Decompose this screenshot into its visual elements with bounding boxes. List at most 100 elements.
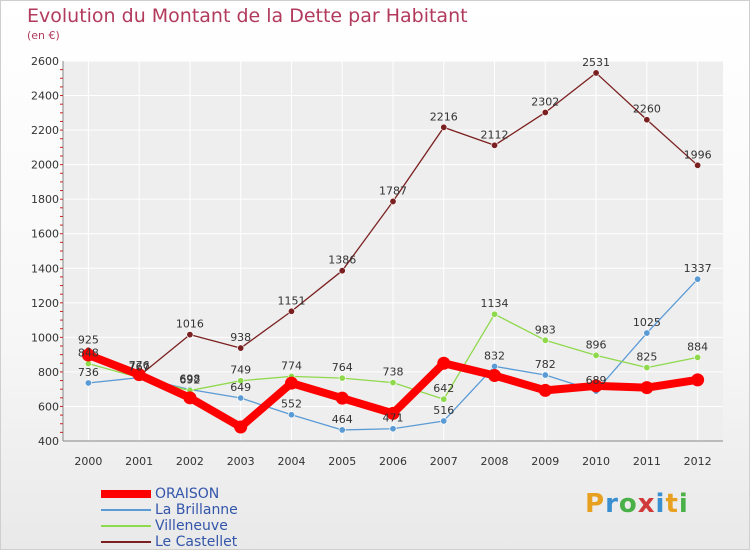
data-label: 938 [230,331,251,344]
data-point [81,348,95,362]
x-tick-label: 2003 [227,455,255,468]
data-label: 749 [230,364,251,377]
x-tick-label: 2007 [430,455,458,468]
x-tick-label: 2009 [531,455,559,468]
data-label: 1025 [633,316,661,329]
data-point [440,395,448,403]
y-tick-label: 1200 [31,297,59,310]
x-tick-label: 2004 [277,455,305,468]
data-point [183,391,197,405]
data-point [338,426,346,434]
data-point [643,116,651,124]
data-point [338,267,346,275]
data-label: 764 [332,361,353,374]
data-point [287,411,295,419]
legend-item: Villeneuve [101,518,238,534]
legend-label: Le Castellet [155,534,238,550]
x-tick-label: 2005 [328,455,356,468]
data-label: 736 [78,366,99,379]
data-point [643,329,651,337]
data-label: 1337 [684,262,712,275]
y-tick-label: 2200 [31,124,59,137]
legend-label: La Brillanne [155,502,238,518]
x-tick-label: 2006 [379,455,407,468]
data-label: 782 [535,358,556,371]
legend-item: ORAISON [101,486,238,502]
data-label: 2216 [430,110,458,123]
proxiti-logo: Proxiti [585,489,689,519]
x-tick-label: 2012 [684,455,712,468]
data-point [691,373,705,387]
data-label: 1134 [481,297,509,310]
data-label: 738 [383,366,404,379]
data-point [694,353,702,361]
data-point [440,417,448,425]
data-point [694,275,702,283]
legend-swatch [101,525,151,527]
data-point [491,141,499,149]
data-point [237,377,245,385]
data-label: 642 [433,382,454,395]
y-tick-label: 800 [38,366,59,379]
y-tick-label: 600 [38,400,59,413]
data-label: 774 [281,359,302,372]
legend-label: ORAISON [155,486,220,502]
data-point [491,310,499,318]
legend-label: Villeneuve [155,518,228,534]
y-tick-label: 2400 [31,90,59,103]
data-label: 925 [78,333,99,346]
data-label: 689 [586,374,607,387]
data-label: 1151 [277,294,305,307]
data-label: 2260 [633,103,661,116]
data-label: 767 [129,361,150,374]
data-point [338,374,346,382]
data-point [386,406,400,420]
logo-letter: r [605,489,619,519]
y-tick-label: 1800 [31,193,59,206]
y-tick-label: 1600 [31,228,59,241]
x-tick-label: 2008 [481,455,509,468]
data-label: 1386 [328,254,356,267]
data-label: 1996 [684,148,712,161]
chart-subtitle: (en €) [27,29,60,42]
logo-letter: o [618,489,638,519]
data-label: 2302 [531,95,559,108]
data-point [643,364,651,372]
y-tick-label: 1400 [31,262,59,275]
legend-swatch [101,490,151,498]
data-point [440,123,448,131]
data-label: 1787 [379,184,407,197]
data-label: 884 [687,340,708,353]
logo-letter: i [655,489,666,519]
logo-letter: t [665,489,679,519]
data-point [186,331,194,339]
data-label: 698 [179,373,200,386]
data-label: 767 [129,361,150,374]
legend: ORAISON La Brillanne Villeneuve Le Castelle… [101,486,238,550]
data-point [284,376,298,390]
data-label: 649 [230,381,251,394]
data-point [541,336,549,344]
data-point [541,108,549,116]
data-point [640,381,654,395]
data-label: 2112 [481,128,509,141]
x-tick-label: 2000 [74,455,102,468]
data-point [287,307,295,315]
data-point [589,379,603,393]
logo-letter: i [678,489,689,519]
legend-swatch [101,541,151,543]
data-point [132,368,146,382]
legend-item: La Brillanne [101,502,238,518]
data-label: 776 [129,359,150,372]
logo-letter: x [637,489,656,519]
chart-title: Evolution du Montant de la Dette par Hab… [27,5,468,27]
data-point [335,391,349,405]
y-tick-label: 2000 [31,159,59,172]
data-point [389,425,397,433]
data-label: 464 [332,413,353,426]
data-label: 825 [636,351,657,364]
data-point [437,356,451,370]
y-tick-label: 2600 [31,55,59,68]
logo-letter: P [585,489,606,519]
data-point [389,379,397,387]
